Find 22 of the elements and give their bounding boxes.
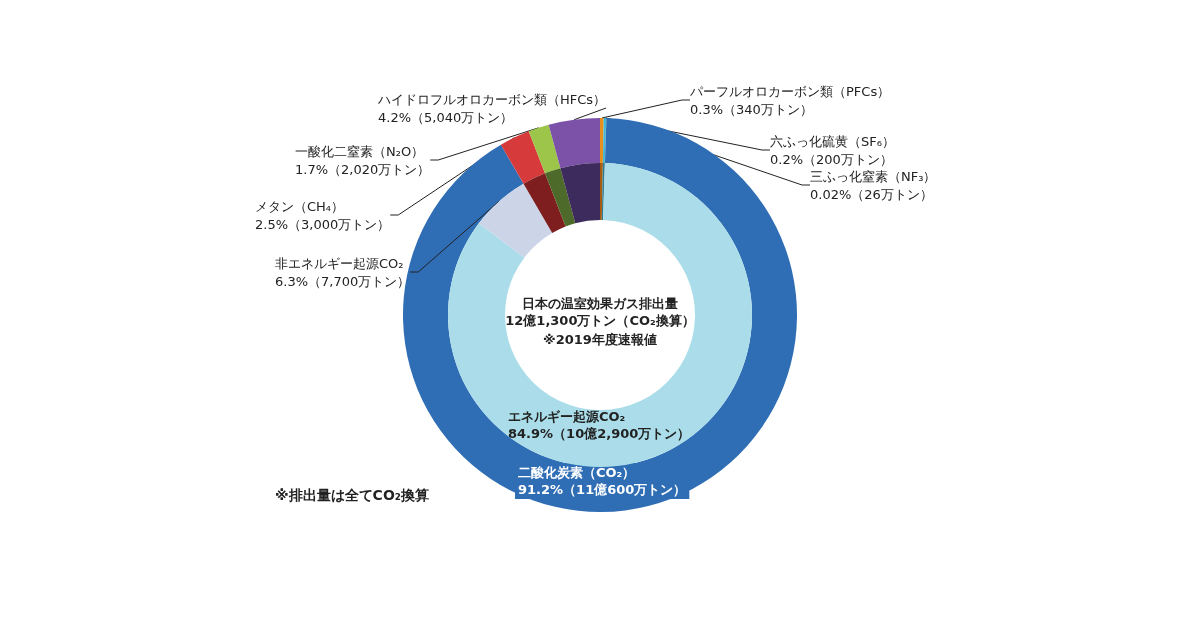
data-label: 0.2%（200万トン）	[770, 151, 893, 167]
text: ※排出量は全てCO₂換算	[275, 487, 429, 503]
data-label: 1.7%（2,020万トン）	[295, 161, 431, 177]
text: 12億1,300万トン（CO₂換算）	[505, 313, 695, 328]
slice-label: 二酸化炭素（CO₂）	[518, 465, 636, 480]
data-label: 91.2%（11億600万トン）	[518, 482, 687, 497]
data-label: 84.9%（10億2,900万トン）	[508, 426, 691, 441]
slice-label: ハイドロフルオロカーボン類（HFCs）	[377, 91, 607, 107]
slice-label: メタン（CH₄）	[255, 198, 345, 214]
text: ※2019年度速報値	[543, 332, 657, 347]
slice-label: パーフルオロカーボン類（PFCs）	[689, 83, 891, 99]
data-label: 2.5%（3,000万トン）	[255, 216, 391, 232]
slice-label: 一酸化二窒素（N₂O）	[295, 143, 425, 159]
data-label: 6.3%（7,700万トン）	[275, 273, 411, 289]
data-label: 0.02%（26万トン）	[810, 186, 933, 202]
slice-label: エネルギー起源CO₂	[508, 409, 626, 424]
slice-label: 六ふっ化硫黄（SF₆）	[770, 133, 895, 149]
slice-label: 三ふっ化窒素（NF₃）	[810, 168, 937, 184]
text: 日本の温室効果ガス排出量	[522, 296, 678, 311]
slice-label: 非エネルギー起源CO₂	[275, 255, 404, 271]
data-label: 4.2%（5,040万トン）	[378, 109, 514, 125]
data-label: 0.3%（340万トン）	[690, 101, 813, 117]
